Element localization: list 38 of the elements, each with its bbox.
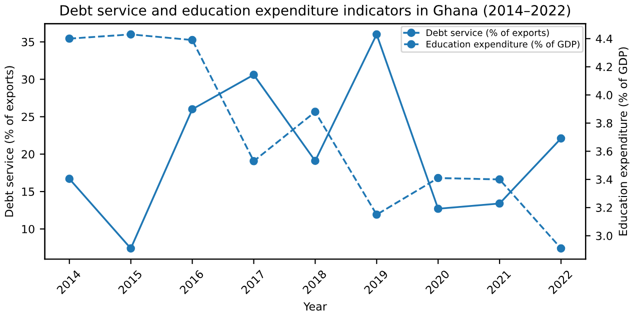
- point: [372, 210, 381, 219]
- y2-tick-label: 4.4: [596, 34, 612, 43]
- y2-tick-label: 4.0: [596, 90, 612, 100]
- point: [188, 105, 196, 114]
- point: [495, 175, 504, 184]
- y2-tick-label: 3.0: [596, 232, 612, 240]
- point: [556, 244, 566, 253]
- y-tick-label: 35: [22, 38, 34, 46]
- legend-label: Education expenditure (% of GDP): [426, 40, 580, 50]
- y2-tick-label: 4.2: [596, 62, 612, 72]
- y-tick-label: 30: [22, 75, 34, 84]
- legend-label: Debt service (% of exports): [426, 29, 549, 38]
- y-tick-label: 10: [22, 224, 34, 234]
- point: [65, 174, 74, 183]
- y2-tick-label: 3.2: [596, 204, 612, 212]
- x-axis-title: Year: [303, 302, 327, 311]
- point: [126, 244, 136, 253]
- point: [311, 108, 320, 116]
- y-tick-label: 25: [22, 112, 34, 122]
- point: [311, 156, 320, 166]
- point: [556, 134, 566, 143]
- point: [188, 36, 196, 44]
- point: [495, 199, 504, 208]
- y-axis-title: Debt service (% of exports): [4, 66, 16, 217]
- point: [250, 156, 258, 166]
- chart-title: Debt service and education expenditure indicators in Ghana (2014–2022): [60, 4, 570, 18]
- point: [250, 70, 258, 79]
- point: [372, 30, 381, 39]
- y2-tick-label: 3.8: [596, 119, 612, 128]
- y-tick-label: 15: [22, 188, 34, 196]
- y2-tick-label: 3.4: [596, 175, 612, 184]
- point: [434, 204, 442, 213]
- point: [434, 174, 442, 182]
- y2-axis-title: Education expenditure (% of GDP): [618, 47, 630, 236]
- point: [126, 30, 136, 39]
- point: [65, 34, 74, 43]
- y-tick-label: 20: [22, 150, 34, 159]
- y2-tick-label: 3.6: [596, 147, 612, 156]
